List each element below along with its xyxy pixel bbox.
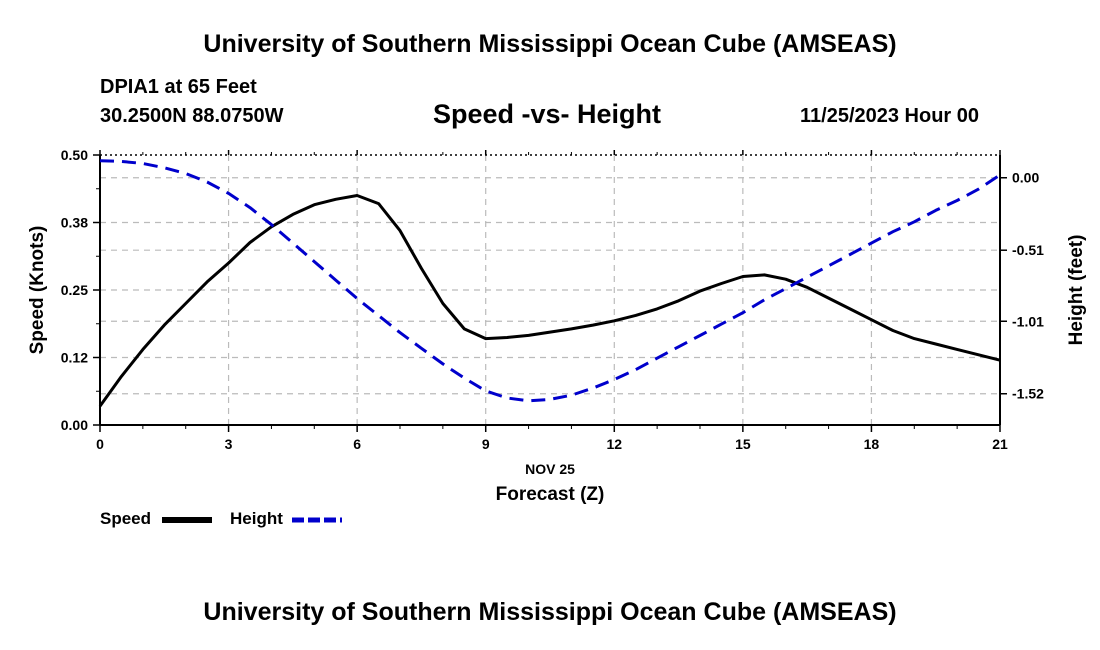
chart-series <box>98 159 1001 407</box>
y-tick-label: 0.25 <box>61 282 88 298</box>
y-tick-label: 0.38 <box>61 215 88 231</box>
speed-series-line <box>98 194 1001 407</box>
chart-title: Speed -vs- Height <box>433 99 662 129</box>
coordinates-label: 30.2500N 88.0750W <box>100 105 284 127</box>
axis-labels: NOV 25 Forecast (Z) Speed (Knots) Height… <box>27 226 1087 505</box>
forecast-date-label: 11/25/2023 Hour 00 <box>800 105 980 127</box>
chart-axes: 0 3 6 9 12 15 18 21 0.00 0.12 0.25 0.38 0.50 0.00 -0.5… <box>61 147 1044 452</box>
footer-title: University of Southern Mississippi Ocean… <box>203 598 897 626</box>
x-tick-label: 3 <box>225 436 233 452</box>
legend-height-label: Height <box>230 509 283 528</box>
page-title: University of Southern Mississippi Ocean… <box>203 30 897 58</box>
x-tick-label: 0 <box>96 436 104 452</box>
y-right-tick-label: -0.51 <box>1012 242 1044 258</box>
x-axis-date-label: NOV 25 <box>525 461 575 477</box>
x-tick-label: 18 <box>864 436 880 452</box>
x-tick-label: 12 <box>606 436 622 452</box>
y-right-tick-label: -1.01 <box>1012 313 1044 329</box>
y-tick-label: 0.12 <box>61 350 88 366</box>
x-axis-label: Forecast (Z) <box>496 484 605 505</box>
y-axis-label: Speed (Knots) <box>27 226 48 355</box>
y-tick-label: 0.00 <box>61 417 88 433</box>
x-tick-label: 9 <box>482 436 490 452</box>
y-right-tick-label: 0.00 <box>1012 170 1039 186</box>
x-tick-label: 21 <box>992 436 1008 452</box>
y-right-tick-label: -1.52 <box>1012 386 1044 402</box>
height-series-line <box>99 159 1001 403</box>
x-tick-label: 15 <box>735 436 751 452</box>
grid-lines <box>100 155 1000 425</box>
x-tick-label: 6 <box>353 436 361 452</box>
y-right-axis-label: Height (feet) <box>1066 235 1087 346</box>
y-tick-label: 0.50 <box>61 147 88 163</box>
legend-speed-label: Speed <box>100 509 152 528</box>
station-label: DPIA1 at 65 Feet <box>100 76 257 98</box>
